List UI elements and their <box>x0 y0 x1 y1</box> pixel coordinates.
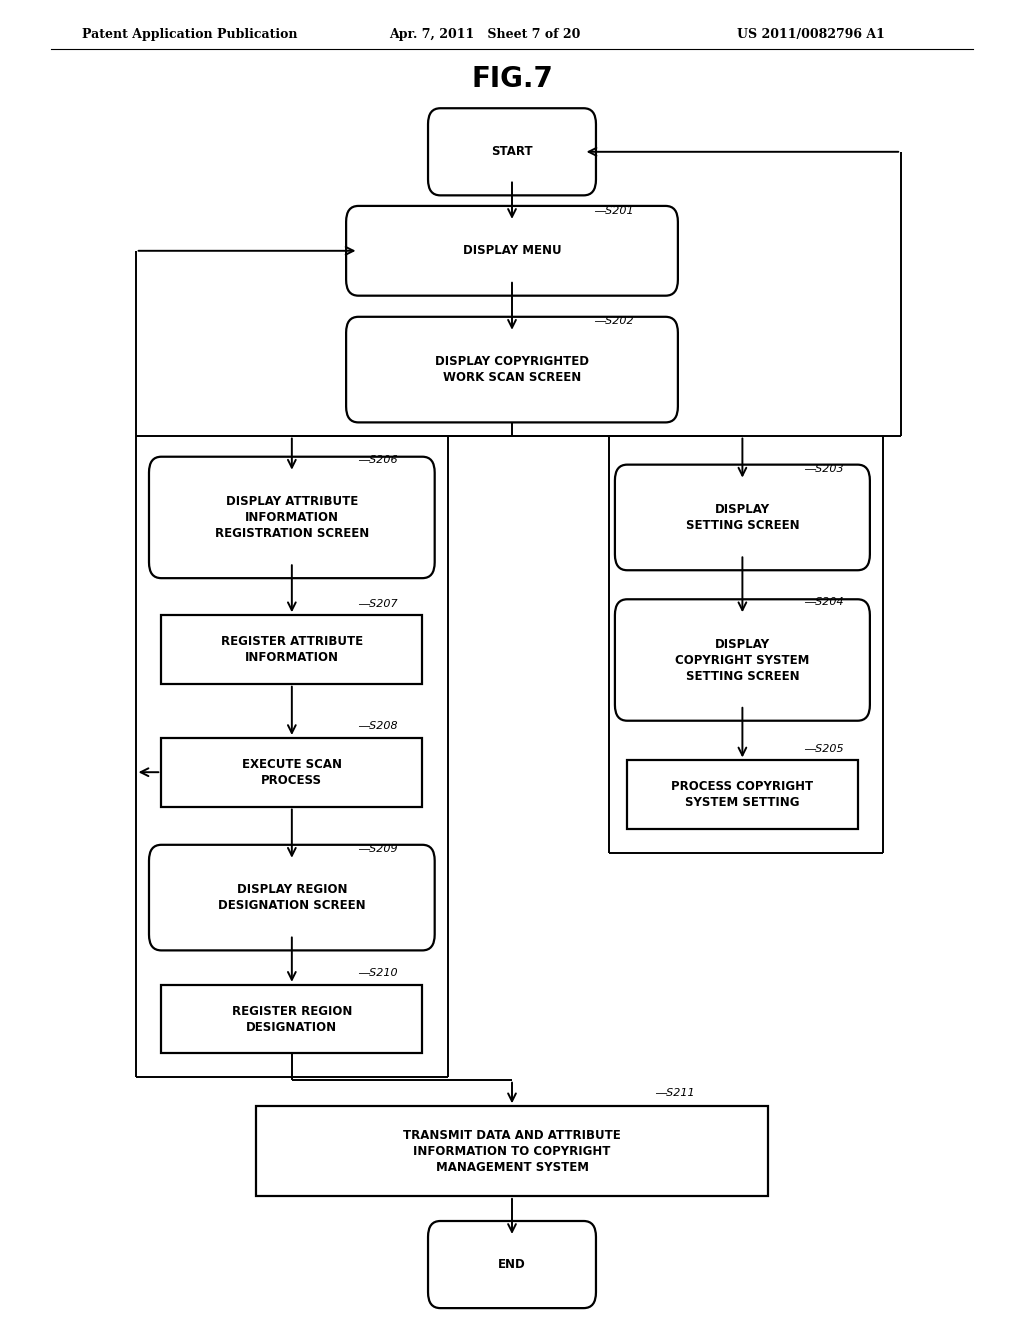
Text: FIG.7: FIG.7 <box>471 65 553 94</box>
Text: DISPLAY
COPYRIGHT SYSTEM
SETTING SCREEN: DISPLAY COPYRIGHT SYSTEM SETTING SCREEN <box>675 638 810 682</box>
FancyBboxPatch shape <box>428 1221 596 1308</box>
Text: DISPLAY ATTRIBUTE
INFORMATION
REGISTRATION SCREEN: DISPLAY ATTRIBUTE INFORMATION REGISTRATI… <box>215 495 369 540</box>
Text: ―S209: ―S209 <box>358 843 398 854</box>
FancyBboxPatch shape <box>346 206 678 296</box>
Text: ―S210: ―S210 <box>358 968 398 978</box>
Text: ―S206: ―S206 <box>358 454 398 465</box>
Text: Patent Application Publication: Patent Application Publication <box>82 28 297 41</box>
FancyBboxPatch shape <box>614 465 869 570</box>
FancyBboxPatch shape <box>428 108 596 195</box>
Bar <box>256 1106 768 1196</box>
FancyBboxPatch shape <box>346 317 678 422</box>
Text: TRANSMIT DATA AND ATTRIBUTE
INFORMATION TO COPYRIGHT
MANAGEMENT SYSTEM: TRANSMIT DATA AND ATTRIBUTE INFORMATION … <box>403 1129 621 1173</box>
Text: ―S201: ―S201 <box>594 206 634 216</box>
FancyBboxPatch shape <box>148 457 434 578</box>
Text: US 2011/0082796 A1: US 2011/0082796 A1 <box>737 28 885 41</box>
Text: ―S202: ―S202 <box>594 315 634 326</box>
Text: DISPLAY MENU: DISPLAY MENU <box>463 244 561 257</box>
FancyBboxPatch shape <box>614 599 869 721</box>
Bar <box>627 760 857 829</box>
Bar <box>161 615 422 684</box>
Bar <box>161 985 422 1053</box>
Text: ―S208: ―S208 <box>358 721 398 731</box>
Text: REGISTER ATTRIBUTE
INFORMATION: REGISTER ATTRIBUTE INFORMATION <box>221 635 362 664</box>
Text: Apr. 7, 2011   Sheet 7 of 20: Apr. 7, 2011 Sheet 7 of 20 <box>389 28 581 41</box>
Text: ―S204: ―S204 <box>804 597 844 607</box>
Text: START: START <box>492 145 532 158</box>
Text: END: END <box>498 1258 526 1271</box>
Text: DISPLAY REGION
DESIGNATION SCREEN: DISPLAY REGION DESIGNATION SCREEN <box>218 883 366 912</box>
Text: REGISTER REGION
DESIGNATION: REGISTER REGION DESIGNATION <box>231 1005 352 1034</box>
Text: ―S211: ―S211 <box>655 1088 695 1098</box>
FancyBboxPatch shape <box>148 845 434 950</box>
Text: ―S207: ―S207 <box>358 598 398 609</box>
Text: ―S203: ―S203 <box>804 463 844 474</box>
Text: DISPLAY
SETTING SCREEN: DISPLAY SETTING SCREEN <box>686 503 799 532</box>
Bar <box>161 738 422 807</box>
Text: PROCESS COPYRIGHT
SYSTEM SETTING: PROCESS COPYRIGHT SYSTEM SETTING <box>672 780 813 809</box>
Text: ―S205: ―S205 <box>804 743 844 754</box>
Text: EXECUTE SCAN
PROCESS: EXECUTE SCAN PROCESS <box>242 758 342 787</box>
Text: DISPLAY COPYRIGHTED
WORK SCAN SCREEN: DISPLAY COPYRIGHTED WORK SCAN SCREEN <box>435 355 589 384</box>
